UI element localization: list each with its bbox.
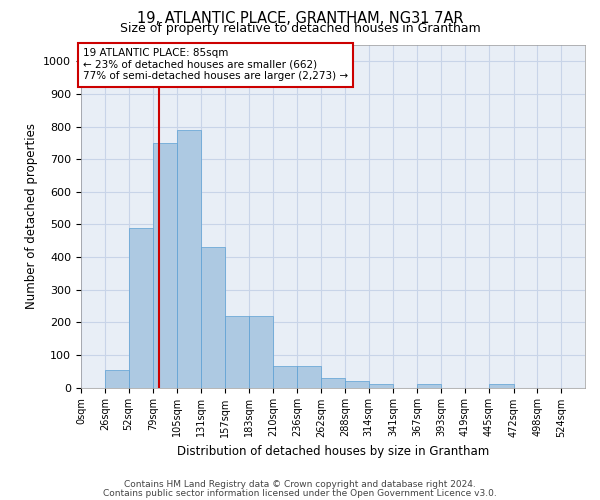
Text: 19, ATLANTIC PLACE, GRANTHAM, NG31 7AR: 19, ATLANTIC PLACE, GRANTHAM, NG31 7AR bbox=[137, 11, 463, 26]
Bar bbox=[321, 378, 345, 388]
Bar bbox=[154, 143, 177, 388]
Text: 19 ATLANTIC PLACE: 85sqm
← 23% of detached houses are smaller (662)
77% of semi-: 19 ATLANTIC PLACE: 85sqm ← 23% of detach… bbox=[83, 48, 348, 82]
Bar bbox=[274, 366, 297, 388]
Bar bbox=[128, 228, 154, 388]
Y-axis label: Number of detached properties: Number of detached properties bbox=[25, 123, 38, 309]
Bar bbox=[105, 370, 128, 388]
Bar bbox=[297, 366, 321, 388]
Bar bbox=[345, 381, 369, 388]
Bar bbox=[418, 384, 441, 388]
Bar bbox=[201, 247, 225, 388]
Text: Size of property relative to detached houses in Grantham: Size of property relative to detached ho… bbox=[119, 22, 481, 35]
Bar bbox=[369, 384, 394, 388]
X-axis label: Distribution of detached houses by size in Grantham: Distribution of detached houses by size … bbox=[177, 445, 489, 458]
Text: Contains HM Land Registry data © Crown copyright and database right 2024.: Contains HM Land Registry data © Crown c… bbox=[124, 480, 476, 489]
Text: Contains public sector information licensed under the Open Government Licence v3: Contains public sector information licen… bbox=[103, 488, 497, 498]
Bar bbox=[177, 130, 201, 388]
Bar bbox=[248, 316, 274, 388]
Bar bbox=[225, 316, 248, 388]
Bar bbox=[489, 384, 514, 388]
